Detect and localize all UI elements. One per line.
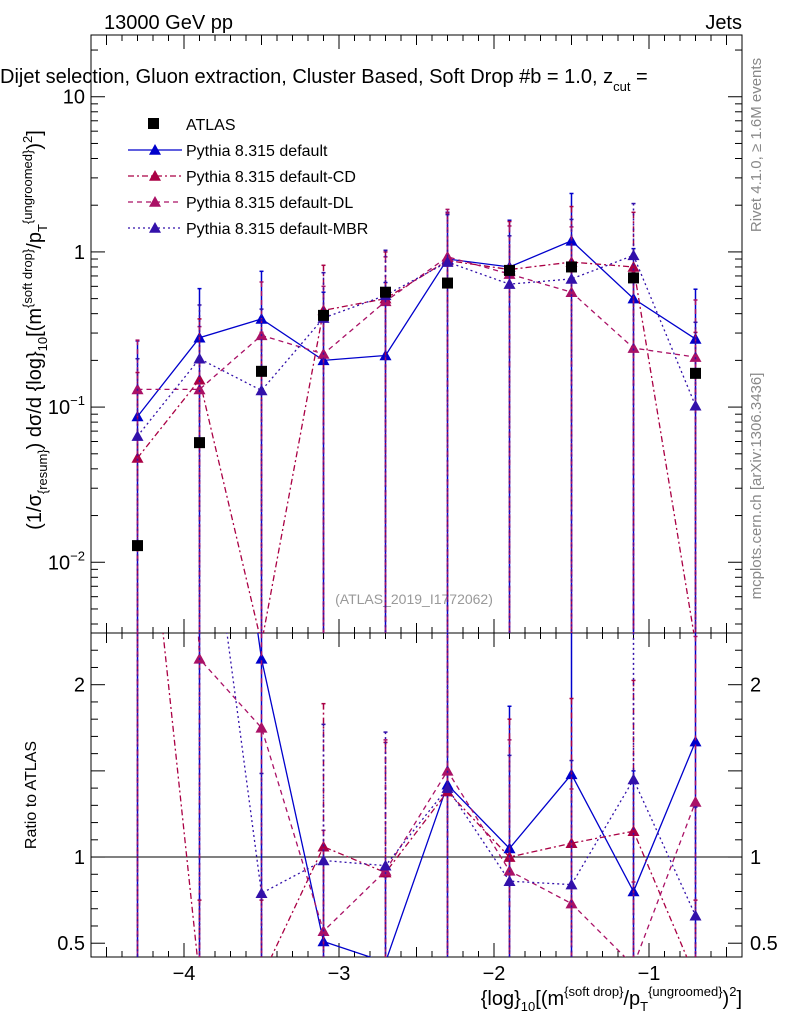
ratio-point-pythia-8-315-default-mbr	[565, 878, 578, 890]
category-label: Jets	[705, 12, 742, 34]
ratio-y-tick-label-right: 0.5	[750, 933, 778, 955]
atlas-point	[690, 367, 701, 379]
ratio-point-pythia-8-315-default-dl	[441, 764, 454, 776]
main-point-pythia-8-315-default-mbr	[503, 278, 516, 289]
main-point-pythia-8-315-default-mbr	[565, 272, 578, 284]
ratio-y-tick-label: 0.5	[57, 933, 85, 955]
main-point-pythia-8-315-default-mbr	[627, 249, 640, 261]
main-line-pythia-8-315-default-dl	[137, 256, 696, 391]
selection-title-sub: cut	[613, 79, 631, 94]
main-y-tick-label: 10	[63, 87, 85, 109]
legend-label-atlas: ATLAS	[186, 117, 236, 134]
main-point-pythia-8-315-default-dl	[193, 383, 206, 395]
ratio-point-pythia-8-315-default-mbr	[255, 887, 268, 899]
atlas-point	[380, 286, 391, 298]
atlas-point	[318, 309, 329, 321]
ratio-point-pythia-8-315-default-mbr	[689, 909, 702, 921]
ratio-point-pythia-8-315-default-mbr	[317, 854, 330, 866]
atlas-point	[194, 437, 205, 449]
ratio-point-pythia-8-315-default-mbr	[503, 875, 516, 886]
legend-label-pythia-8-315-default: Pythia 8.315 default	[186, 143, 328, 160]
atlas-point	[256, 365, 267, 377]
x-tick-label: −3	[328, 963, 351, 985]
atlas-point	[442, 277, 453, 289]
main-point-pythia-8-315-default-mbr	[689, 399, 702, 411]
main-line-pythia-8-315-default-mbr	[136, 254, 697, 437]
side-rivet-label: Rivet 4.1.0, ≥ 1.6M events	[748, 58, 765, 232]
main-y-tick-label: 1	[74, 242, 85, 264]
ratio-line-pythia-8-315-default	[257, 633, 697, 957]
main-point-pythia-8-315-default-cd	[193, 373, 206, 385]
main-data	[131, 192, 702, 633]
atlas-point	[628, 272, 639, 284]
ratio-y-tick-label: 1	[74, 847, 85, 869]
legend-marker-pythia-8-315-default-cd	[149, 170, 161, 181]
ratio-point-pythia-8-315-default-dl	[255, 721, 268, 733]
legend-label-pythia-8-315-default-cd: Pythia 8.315 default-CD	[186, 169, 356, 186]
ratio-line-pythia-8-315-default-mbr	[226, 633, 697, 916]
main-point-pythia-8-315-default-mbr	[255, 384, 268, 396]
main-line-pythia-8-315-default-cd	[136, 259, 695, 633]
main-point-pythia-8-315-default-cd	[627, 260, 640, 272]
atlas-point	[132, 540, 143, 552]
legend-label-pythia-8-315-default-dl: Pythia 8.315 default-DL	[186, 195, 353, 212]
ratio-line-pythia-8-315-default-cd	[162, 633, 688, 957]
side-mcplots-label: mcplots.cern.ch [arXiv:1306.3436]	[748, 373, 765, 600]
ratio-y-tick-label: 2	[74, 675, 85, 697]
main-y-tick-label: 10−2	[48, 548, 85, 574]
ratio-point-pythia-8-315-default-mbr	[441, 782, 454, 793]
ratio-point-pythia-8-315-default-dl	[503, 864, 516, 876]
main-point-pythia-8-315-default-mbr	[131, 430, 144, 441]
selection-title-tail: =	[630, 66, 647, 88]
main-point-pythia-8-315-default-dl	[689, 351, 702, 362]
legend-marker-pythia-8-315-default-dl	[149, 196, 161, 207]
ratio-y-label: Ratio to ATLAS	[23, 741, 40, 849]
main-point-pythia-8-315-default-dl	[627, 342, 640, 353]
main-y-label: (1/σ{resum}) dσ/d {log}10[(m{soft drop}/…	[20, 130, 50, 530]
ratio-y-tick-label-right: 2	[750, 675, 761, 697]
selection-title-main: Dijet selection, Gluon extraction, Clust…	[0, 66, 613, 88]
ratio-point-pythia-8-315-default-mbr	[627, 773, 640, 785]
ratio-point-pythia-8-315-default-cd	[256, 972, 268, 983]
x-tick-label: −1	[638, 963, 661, 985]
ratio-point-pythia-8-315-default	[385, 956, 386, 957]
legend-marker-pythia-8-315-default	[149, 144, 161, 155]
ratio-point-pythia-8-315-default	[255, 652, 268, 664]
main-point-pythia-8-315-default-dl	[565, 286, 578, 298]
main-y-tick-label: 10−1	[48, 393, 85, 419]
watermark: (ATLAS_2019_I1772062)	[335, 591, 493, 607]
ratio-data	[136, 633, 702, 983]
ratio-point-pythia-8-315-default	[689, 735, 702, 747]
legend-marker-atlas	[148, 118, 159, 129]
ratio-line-pythia-8-315-default-dl	[197, 633, 697, 957]
ratio-frame	[90, 632, 743, 958]
main-point-pythia-8-315-default-mbr	[193, 352, 206, 364]
x-tick-label: −4	[173, 963, 196, 985]
legend-label-pythia-8-315-default-mbr: Pythia 8.315 default-MBR	[186, 221, 368, 238]
main-line-pythia-8-315-default	[136, 239, 696, 417]
ratio-point-pythia-8-315-default-dl	[689, 795, 702, 807]
ratio-point-pythia-8-315-default-cd	[565, 837, 578, 849]
atlas-point	[504, 264, 515, 276]
ratio-point-pythia-8-315-default-mbr	[379, 859, 392, 871]
atlas-point	[566, 261, 577, 273]
x-axis-label: {log}10[(m{soft drop}/pT{ungroomed})2]	[481, 984, 742, 1014]
main-point-pythia-8-315-default-mbr	[441, 256, 454, 267]
ratio-point-pythia-8-315-default-cd	[627, 825, 640, 836]
ratio-y-tick-label-right: 1	[750, 847, 761, 869]
ratio-point-pythia-8-315-default-cd	[690, 972, 702, 983]
energy-label: 13000 GeV pp	[104, 12, 233, 34]
ratio-point-pythia-8-315-default-dl	[565, 897, 578, 909]
x-tick-label: −2	[483, 963, 506, 985]
selection-title: Dijet selection, Gluon extraction, Clust…	[0, 66, 648, 94]
legend-marker-pythia-8-315-default-mbr	[149, 222, 161, 233]
